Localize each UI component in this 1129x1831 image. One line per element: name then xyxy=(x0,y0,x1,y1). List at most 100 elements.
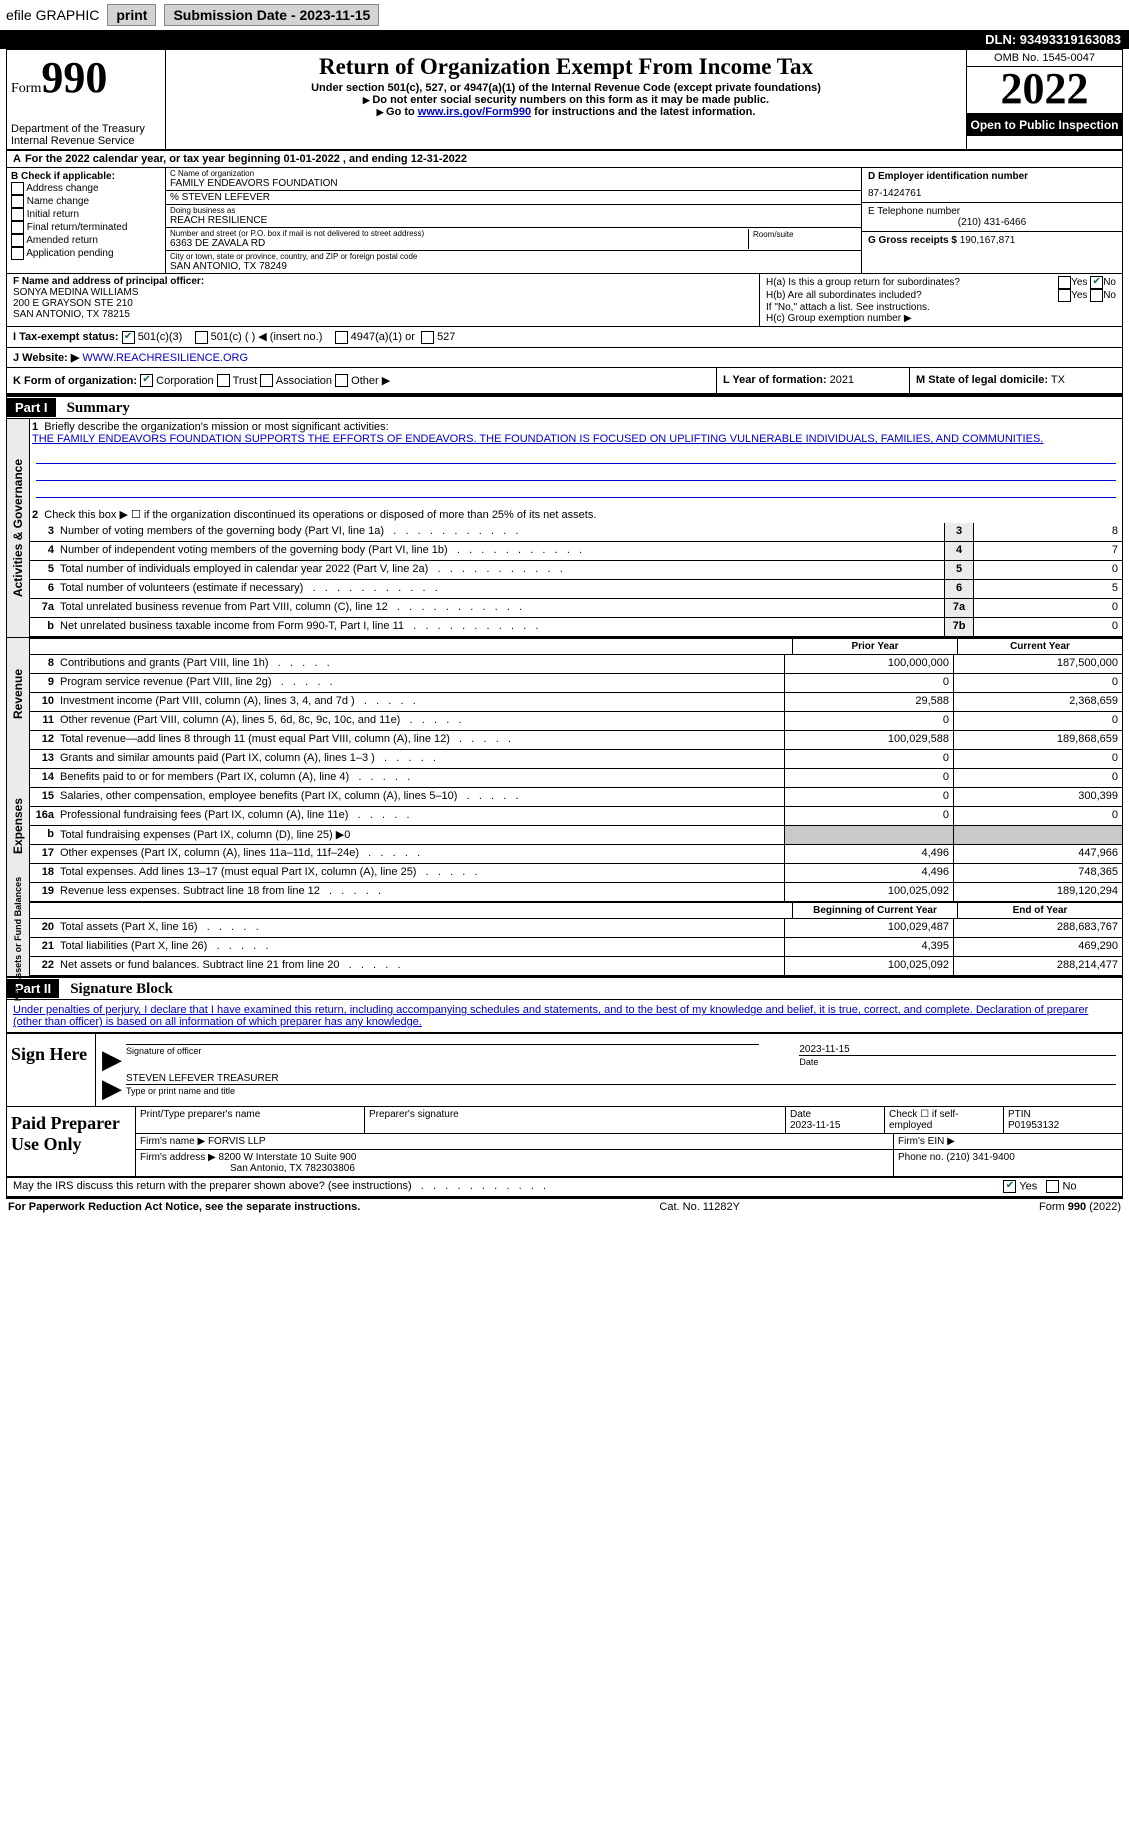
summary-row: bNet unrelated business taxable income f… xyxy=(30,618,1122,637)
part2-bar: Part II Signature Block xyxy=(7,976,1122,1000)
discuss-yes[interactable] xyxy=(1003,1180,1016,1193)
street-addr: 6363 DE ZAVALA RD xyxy=(170,238,748,249)
chk-527[interactable] xyxy=(421,331,434,344)
row-fh: F Name and address of principal officer:… xyxy=(7,274,1122,327)
chk-name-change[interactable] xyxy=(11,195,24,208)
opt-name: Name change xyxy=(27,196,89,207)
pra-notice: For Paperwork Reduction Act Notice, see … xyxy=(8,1201,360,1213)
p-sig-lbl: Preparer's signature xyxy=(369,1109,459,1120)
chk-assoc[interactable] xyxy=(260,374,273,387)
data-row: 18Total expenses. Add lines 13–17 (must … xyxy=(30,864,1122,883)
open-to-public: Open to Public Inspection xyxy=(967,114,1122,136)
i-o4: 527 xyxy=(437,331,455,343)
header-left: Form990 Department of the Treasury Inter… xyxy=(7,50,166,149)
blank-line-1 xyxy=(36,449,1116,464)
subtitle-2: Do not enter social security numbers on … xyxy=(172,94,960,106)
topbar: efile GRAPHIC print Submission Date - 20… xyxy=(0,0,1129,30)
ha-no[interactable] xyxy=(1090,276,1103,289)
chk-other[interactable] xyxy=(335,374,348,387)
submission-button[interactable]: Submission Date - 2023-11-15 xyxy=(164,4,379,26)
sign-here-block: Sign Here ▶ Signature of officer 2023-11… xyxy=(7,1032,1122,1107)
chk-final[interactable] xyxy=(11,221,24,234)
m-lbl: M State of legal domicile: xyxy=(916,374,1048,386)
mission-text: THE FAMILY ENDEAVORS FOUNDATION SUPPORTS… xyxy=(32,433,1043,445)
hdr-beg: Beginning of Current Year xyxy=(792,903,957,918)
goto-pre: Go to xyxy=(386,106,418,118)
chk-corp[interactable] xyxy=(140,374,153,387)
vtab-rev: Revenue xyxy=(7,638,30,750)
i-o2: 501(c) ( ) ◀ (insert no.) xyxy=(211,331,323,343)
black-band: DLN: 93493319163083 xyxy=(0,30,1129,49)
summary-row: 3Number of voting members of the governi… xyxy=(30,523,1122,542)
chk-pending[interactable] xyxy=(11,247,24,260)
chk-initial[interactable] xyxy=(11,208,24,221)
f-lbl: F Name and address of principal officer: xyxy=(13,276,204,287)
data-row: 19Revenue less expenses. Subtract line 1… xyxy=(30,883,1122,902)
subtitle-1: Under section 501(c), 527, or 4947(a)(1)… xyxy=(172,82,960,94)
hc-lbl: H(c) Group exemption number ▶ xyxy=(766,313,1116,324)
firm-addr1: 8200 W Interstate 10 Suite 900 xyxy=(219,1152,357,1163)
vtab-exp-label: Expenses xyxy=(11,798,25,854)
arrow-icon: ▶ xyxy=(102,1052,122,1068)
k-corp: Corporation xyxy=(156,375,213,387)
data-row: 22Net assets or fund balances. Subtract … xyxy=(30,957,1122,976)
k-assoc: Association xyxy=(276,375,332,387)
state-domicile: TX xyxy=(1051,374,1065,386)
activities-governance: Activities & Governance 1 Briefly descri… xyxy=(7,419,1122,637)
irs-link[interactable]: www.irs.gov/Form990 xyxy=(418,106,531,118)
discuss-no[interactable] xyxy=(1046,1180,1059,1193)
addr-lbl: Number and street (or P.O. box if mail i… xyxy=(170,229,748,238)
row-i: I Tax-exempt status: 501(c)(3) 501(c) ( … xyxy=(7,327,1122,348)
l1-lbl: Briefly describe the organization's miss… xyxy=(44,421,388,433)
gross-receipts: 190,167,871 xyxy=(960,235,1016,246)
part2-title: Signature Block xyxy=(62,981,173,997)
firm-ein-lbl: Firm's EIN ▶ xyxy=(898,1136,955,1147)
p-date: 2023-11-15 xyxy=(790,1120,840,1131)
opt-amended: Amended return xyxy=(26,235,98,246)
h-block: H(a) Is this a group return for subordin… xyxy=(759,274,1122,326)
data-row: 8Contributions and grants (Part VIII, li… xyxy=(30,655,1122,674)
data-row: 12Total revenue—add lines 8 through 11 (… xyxy=(30,731,1122,750)
paid-preparer-block: Paid Preparer Use Only Print/Type prepar… xyxy=(7,1107,1122,1178)
data-row: 11Other revenue (Part VIII, column (A), … xyxy=(30,712,1122,731)
summary-row: 5Total number of individuals employed in… xyxy=(30,561,1122,580)
part1-bar: Part I Summary xyxy=(7,395,1122,419)
i-o3: 4947(a)(1) or xyxy=(351,331,415,343)
l2-text: Check this box ▶ ☐ if the organization d… xyxy=(44,509,596,521)
line-1: 1 Briefly describe the organization's mi… xyxy=(30,419,1122,447)
vtab-net-label: Net Assets or Fund Balances xyxy=(13,877,23,1001)
org-name: FAMILY ENDEAVORS FOUNDATION xyxy=(170,178,857,189)
hdr-curr: Current Year xyxy=(957,639,1122,654)
data-row: 16aProfessional fundraising fees (Part I… xyxy=(30,807,1122,826)
goto-post: for instructions and the latest informat… xyxy=(531,106,755,118)
chk-501c3[interactable] xyxy=(122,331,135,344)
k-other: Other ▶ xyxy=(351,375,390,387)
print-button[interactable]: print xyxy=(107,4,156,26)
firm-phone: (210) 341-9400 xyxy=(946,1152,1014,1163)
gross-lbl: G Gross receipts $ xyxy=(868,235,957,246)
chk-4947[interactable] xyxy=(335,331,348,344)
rev-header: Prior Year Current Year xyxy=(30,638,1122,655)
hb-no[interactable] xyxy=(1090,289,1103,302)
i-lbl: I Tax-exempt status: xyxy=(13,331,119,343)
form-header: Form990 Department of the Treasury Inter… xyxy=(7,50,1122,151)
hb-yes[interactable] xyxy=(1058,289,1071,302)
data-row: 17Other expenses (Part IX, column (A), l… xyxy=(30,845,1122,864)
opt-address: Address change xyxy=(26,183,98,194)
hb-lbl: H(b) Are all subordinates included? xyxy=(766,290,922,301)
part1-hdr: Part I xyxy=(7,398,56,417)
ha-yes[interactable] xyxy=(1058,276,1071,289)
chk-amended[interactable] xyxy=(11,234,24,247)
discuss-row: May the IRS discuss this return with the… xyxy=(7,1178,1122,1198)
website-link[interactable]: WWW.REACHRESILIENCE.ORG xyxy=(82,352,248,364)
sig-date: 2023-11-15 xyxy=(799,1044,1116,1055)
summary-row: 6Total number of volunteers (estimate if… xyxy=(30,580,1122,599)
form-990: Form990 Department of the Treasury Inter… xyxy=(6,49,1123,1199)
blank-line-2 xyxy=(36,466,1116,481)
chk-address-change[interactable] xyxy=(11,182,24,195)
chk-trust[interactable] xyxy=(217,374,230,387)
firm-name: FORVIS LLP xyxy=(208,1136,266,1147)
chk-501c[interactable] xyxy=(195,331,208,344)
hdr-prior: Prior Year xyxy=(792,639,957,654)
tel-lbl: E Telephone number xyxy=(868,206,1116,217)
